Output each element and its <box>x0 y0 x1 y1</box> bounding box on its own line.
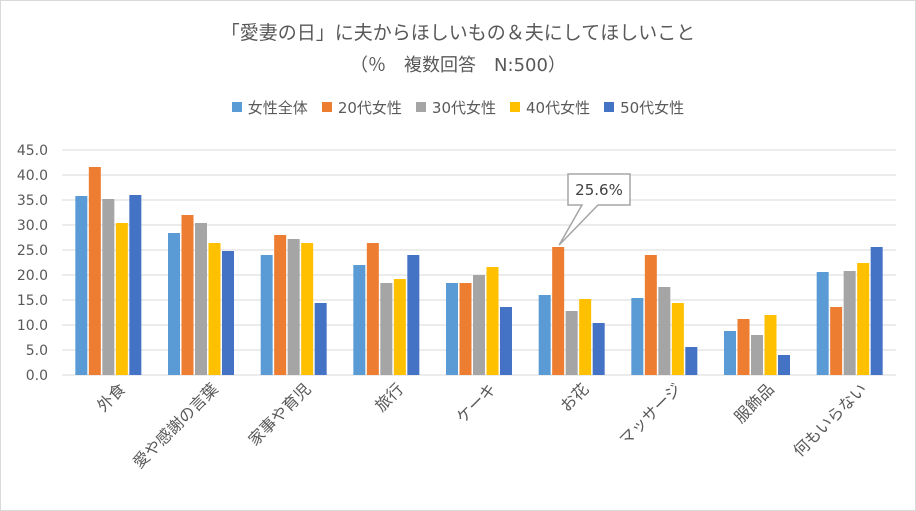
legend-item: 女性全体 <box>231 97 308 118</box>
legend-label: 40代女性 <box>526 99 591 117</box>
y-tick-label: 0.0 <box>26 368 48 384</box>
y-tick-label: 5.0 <box>26 343 48 359</box>
bar <box>446 283 458 375</box>
chart-legend: 女性全体 20代女性 30代女性 40代女性 50代女性 <box>0 97 916 118</box>
bar <box>287 239 300 375</box>
bar <box>353 265 366 375</box>
bar <box>724 331 736 375</box>
bar <box>407 255 420 375</box>
bar <box>579 299 592 375</box>
y-tick-label: 30.0 <box>17 218 48 234</box>
y-tick-label: 10.0 <box>17 318 48 334</box>
bar <box>538 295 551 375</box>
bar <box>565 311 578 375</box>
x-tick-label: マッサージ <box>615 379 685 449</box>
bar <box>592 323 605 375</box>
bar <box>830 307 843 375</box>
bar <box>314 303 327 375</box>
x-tick-label: 家事や育児 <box>244 379 314 449</box>
bar <box>102 199 115 375</box>
legend-item: 50代女性 <box>604 97 684 118</box>
x-tick-label: 外食 <box>93 379 129 415</box>
legend-swatch <box>415 101 426 112</box>
bar <box>870 247 883 375</box>
bar <box>75 196 88 375</box>
legend-item: 40代女性 <box>510 97 590 118</box>
x-tick-label: 旅行 <box>371 379 407 415</box>
y-tick-label: 20.0 <box>17 268 48 284</box>
bar <box>552 247 565 375</box>
bar <box>631 298 644 375</box>
legend-swatch <box>604 101 615 112</box>
bar <box>778 355 790 375</box>
bar <box>181 215 194 375</box>
bar <box>260 255 273 375</box>
bar <box>658 287 671 375</box>
bar <box>459 283 472 375</box>
chart-title: 「愛妻の日」に夫からほしいもの＆夫にしてほしいこと <box>220 22 696 44</box>
bar <box>195 223 207 375</box>
bar <box>274 235 287 375</box>
x-tick-label: ケーキ <box>452 379 499 426</box>
legend-label: 50代女性 <box>620 99 685 117</box>
x-tick-label: 何もいらない <box>789 379 870 460</box>
legend-swatch <box>510 101 520 112</box>
bar <box>671 303 684 375</box>
bar <box>129 195 142 375</box>
legend-swatch <box>231 101 242 112</box>
bar <box>393 279 406 375</box>
legend-item: 20代女性 <box>321 97 402 118</box>
x-tick-label: 愛や感謝の言葉 <box>129 379 222 472</box>
callout-box <box>558 173 631 246</box>
y-tick-label: 25.0 <box>17 243 48 259</box>
x-tick-label: お花 <box>556 379 592 415</box>
bar <box>366 243 379 375</box>
bar <box>486 267 499 375</box>
y-tick-label: 35.0 <box>17 193 48 209</box>
legend-label: 女性全体 <box>247 99 308 117</box>
bar <box>222 251 234 375</box>
chart-subtitle: （％ 複数回答 N:500） <box>350 55 566 76</box>
legend-item: 30代女性 <box>415 97 496 118</box>
bar <box>115 223 128 375</box>
bar <box>380 283 393 375</box>
legend-swatch <box>321 101 332 112</box>
bar <box>473 275 485 375</box>
y-tick-label: 15.0 <box>17 293 48 309</box>
y-tick-label: 45.0 <box>17 143 48 159</box>
bar <box>500 307 512 375</box>
y-tick-label: 40.0 <box>17 168 48 184</box>
bar <box>685 347 698 375</box>
bar <box>644 255 657 375</box>
bar <box>88 167 101 375</box>
legend-label: 20代女性 <box>337 99 402 117</box>
bar <box>737 319 750 375</box>
x-tick-label: 服飾品 <box>730 379 777 426</box>
bar <box>764 315 777 375</box>
bar <box>857 263 870 375</box>
bar <box>751 335 763 375</box>
legend-label: 30代女性 <box>431 99 496 117</box>
bar <box>843 271 856 375</box>
bar <box>301 243 314 375</box>
bar <box>816 272 829 375</box>
bar <box>208 243 221 375</box>
bar <box>168 233 180 375</box>
callout-label: 25.6% <box>575 181 623 199</box>
